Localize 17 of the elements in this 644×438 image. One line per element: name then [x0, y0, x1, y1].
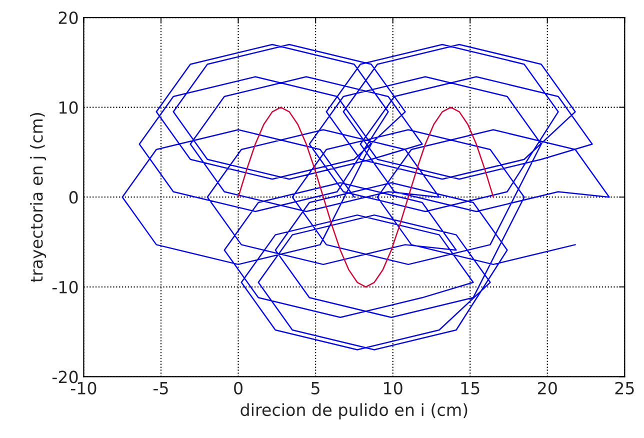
y-tick-label: -10 [52, 280, 78, 294]
line-series [238, 106, 494, 288]
y-tick-label: -20 [52, 370, 78, 384]
line-series [122, 44, 610, 350]
y-tick-label: 0 [69, 191, 78, 204]
y-tick-label: 10 [59, 101, 78, 114]
x-tick-label: 20 [538, 382, 557, 394]
x-tick-label: 10 [384, 382, 402, 394]
x-tick-label: 0 [234, 382, 242, 394]
x-tick-label: -10 [70, 382, 96, 394]
x-axis-title: direcion de pulido en i (cm) [240, 403, 468, 420]
x-tick-label: -5 [154, 382, 168, 394]
y-tick-label: 20 [58, 11, 78, 24]
y-axis-title: trayectoria en j (cm) [30, 113, 46, 282]
x-tick-label: 25 [615, 382, 634, 394]
x-tick-label: 5 [312, 382, 320, 394]
x-tick-label: 15 [461, 382, 480, 394]
